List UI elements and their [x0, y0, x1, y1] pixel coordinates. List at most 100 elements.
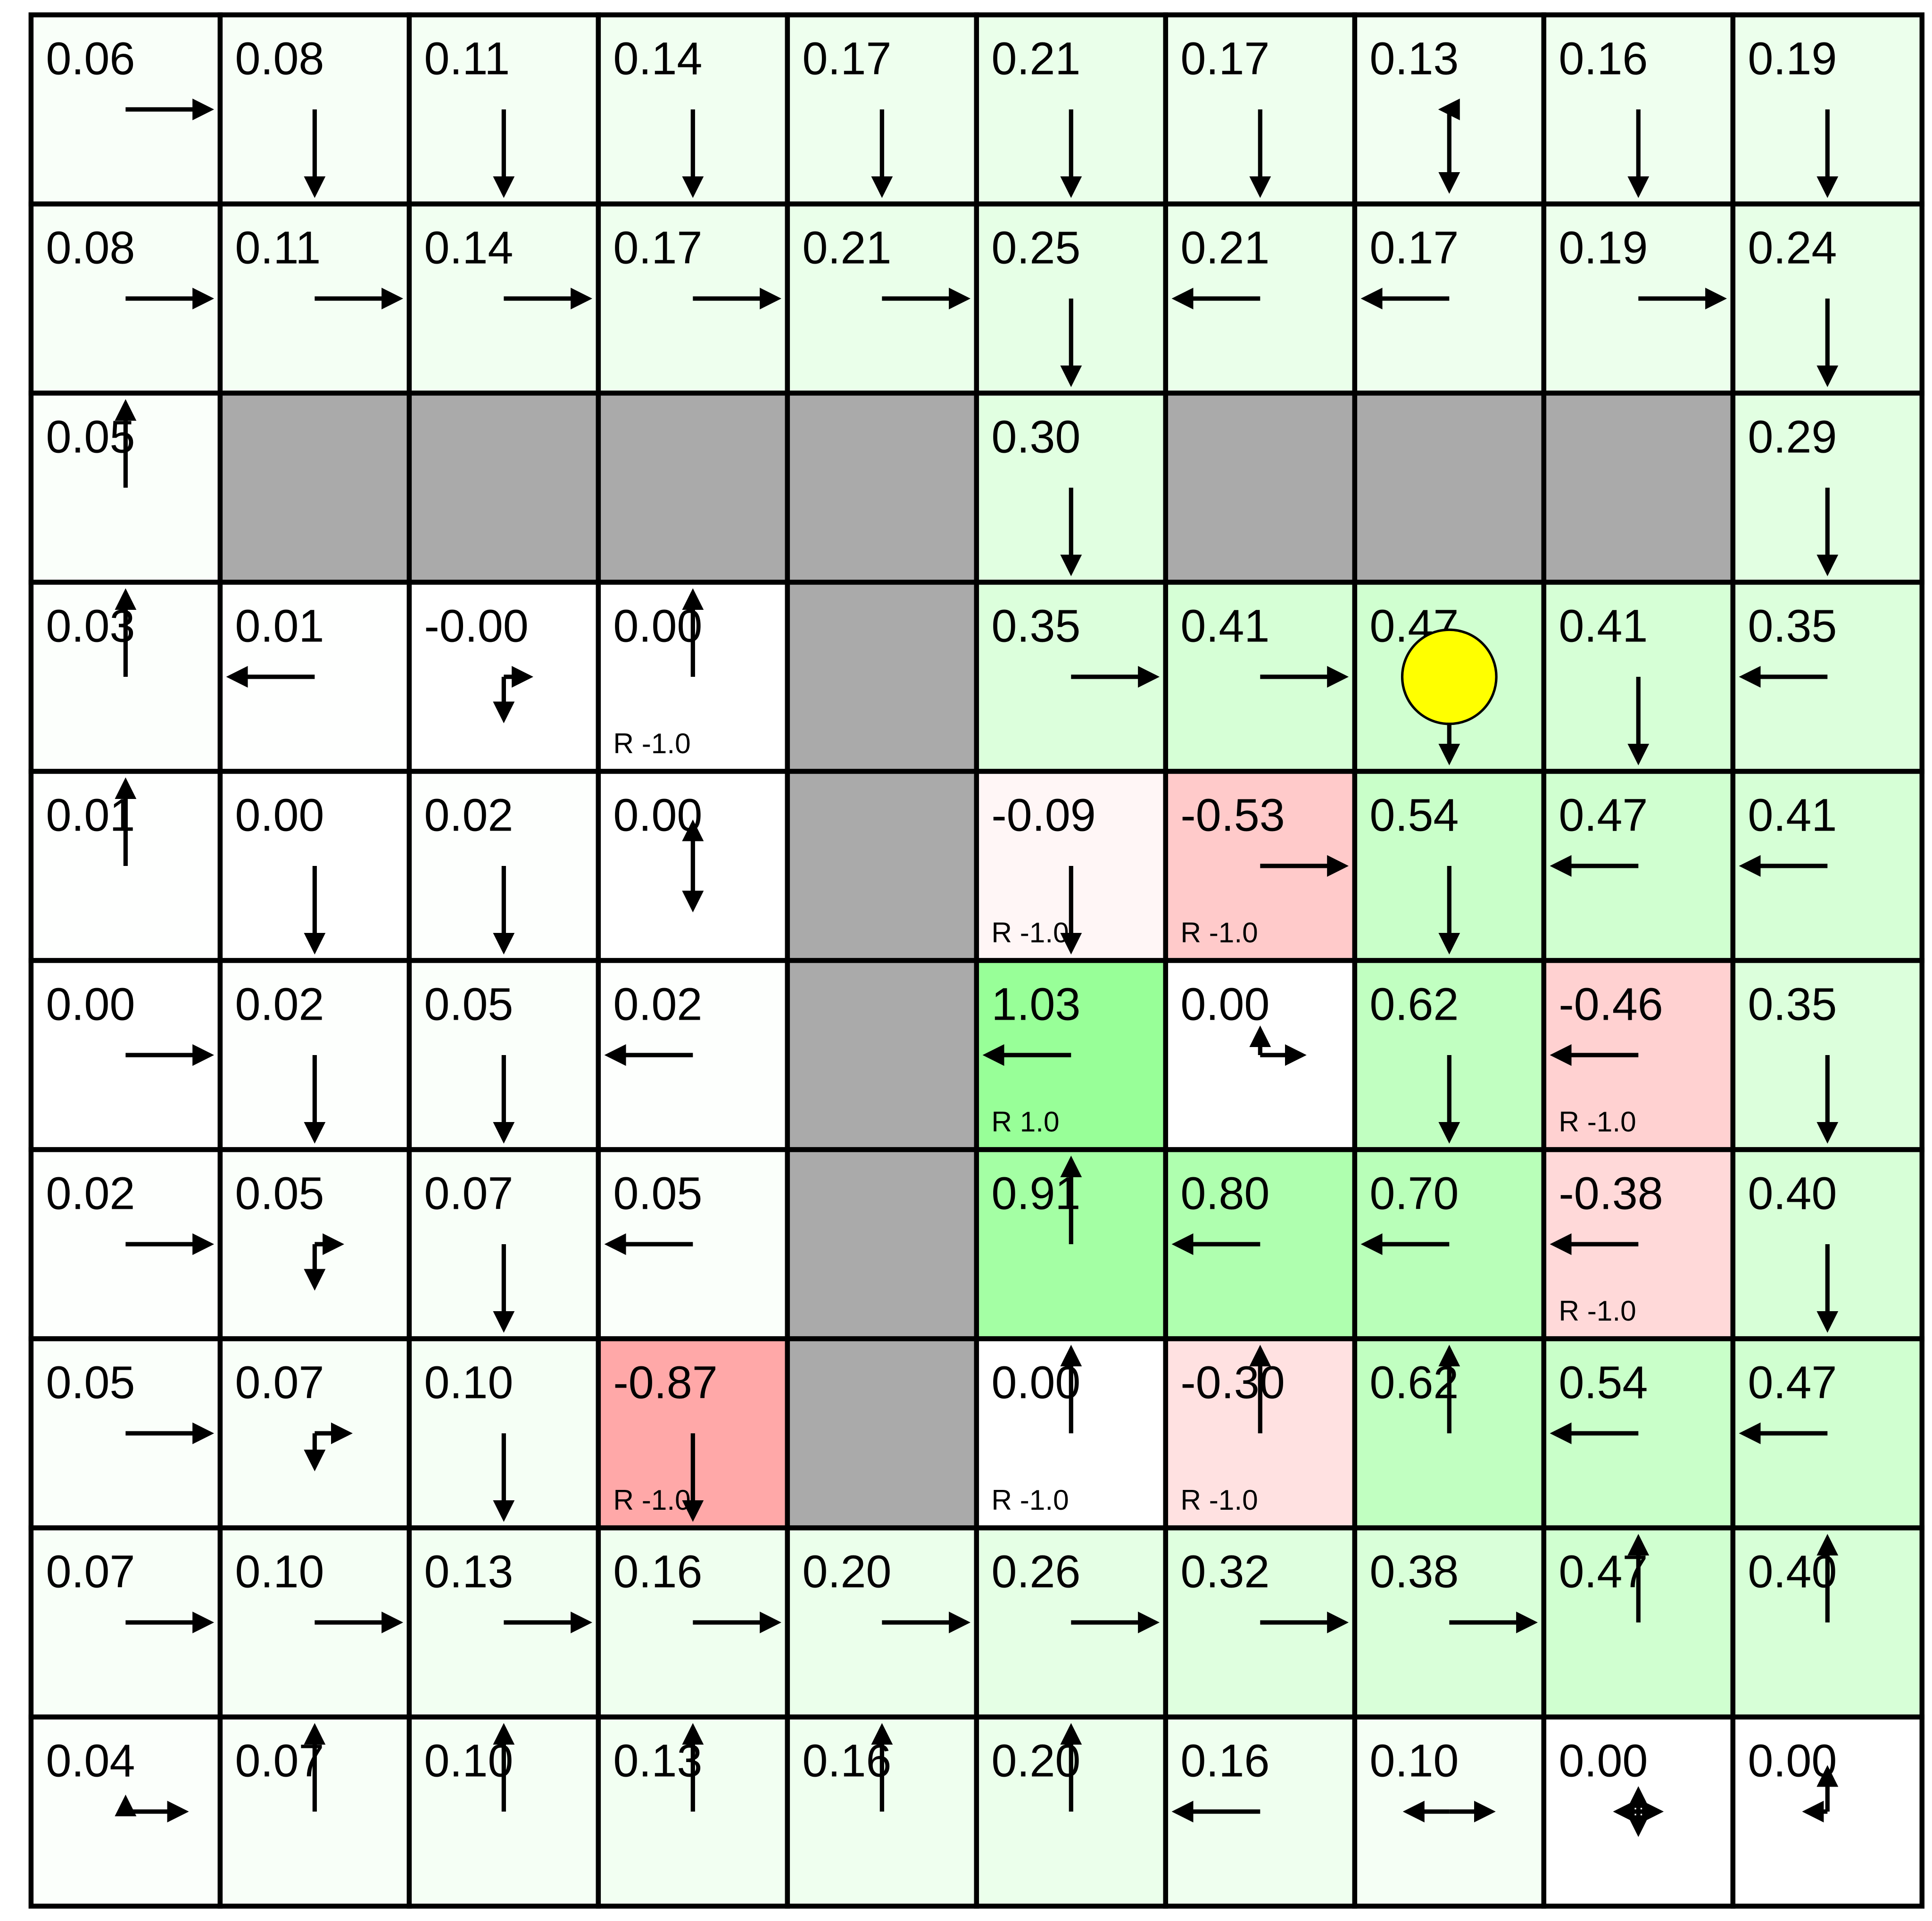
grid-cell[interactable]: 0.26	[974, 1525, 1169, 1720]
grid-cell[interactable]: 0.00	[1730, 1714, 1925, 1909]
grid-cell[interactable]: 0.10	[1352, 1714, 1547, 1909]
grid-cell[interactable]: 0.02	[28, 1147, 223, 1341]
grid-cell[interactable]: 0.14	[406, 201, 601, 396]
grid-cell[interactable]: 1.03 R 1.0	[974, 958, 1169, 1152]
grid-cell[interactable]: 0.17	[785, 12, 979, 207]
grid-cell[interactable]: 0.17	[1352, 201, 1547, 396]
grid-cell[interactable]: 0.47	[1541, 1525, 1736, 1720]
grid-cell[interactable]: 0.00 R -1.0	[974, 1336, 1169, 1530]
grid-cell[interactable]: 0.24	[1730, 201, 1925, 396]
grid-cell[interactable]: 0.80	[1163, 1147, 1358, 1341]
grid-cell[interactable]: 0.02	[406, 769, 601, 963]
grid-cell[interactable]: 0.08	[28, 201, 223, 396]
grid-cell[interactable]: -0.87 R -1.0	[596, 1336, 790, 1530]
grid-cell[interactable]: 0.13	[1352, 12, 1547, 207]
grid-cell[interactable]: 0.10	[406, 1336, 601, 1530]
grid-cell[interactable]: 0.91	[974, 1147, 1169, 1341]
grid-cell[interactable]: 0.54	[1352, 769, 1547, 963]
wall-cell[interactable]	[406, 391, 601, 585]
cell-background	[785, 1336, 979, 1530]
grid-cell[interactable]: 0.20	[974, 1714, 1169, 1909]
grid-cell[interactable]: 0.54	[1541, 1336, 1736, 1530]
grid-cell[interactable]: 0.16	[785, 1714, 979, 1909]
grid-cell[interactable]: 0.35	[1730, 958, 1925, 1152]
grid-cell[interactable]: 0.47	[1541, 769, 1736, 963]
grid-cell[interactable]: 0.25	[974, 201, 1169, 396]
grid-cell[interactable]: 0.10	[217, 1525, 412, 1720]
grid-cell[interactable]: 0.32	[1163, 1525, 1358, 1720]
grid-cell[interactable]: 0.07	[406, 1147, 601, 1341]
grid-cell[interactable]: 0.00	[596, 769, 790, 963]
grid-cell[interactable]: 0.02	[217, 958, 412, 1152]
grid-cell[interactable]: 0.05	[217, 1147, 412, 1341]
grid-cell[interactable]: -0.09 R -1.0	[974, 769, 1169, 963]
grid-cell[interactable]: 0.00 R -1.0	[596, 580, 790, 774]
grid-cell[interactable]: 0.11	[406, 12, 601, 207]
grid-cell[interactable]: 0.16	[1163, 1714, 1358, 1909]
grid-cell[interactable]: 0.40	[1730, 1525, 1925, 1720]
grid-cell[interactable]: 0.62	[1352, 958, 1547, 1152]
grid-cell[interactable]: -0.38 R -1.0	[1541, 1147, 1736, 1341]
grid-cell[interactable]: 0.00	[217, 769, 412, 963]
wall-cell[interactable]	[785, 391, 979, 585]
grid-cell[interactable]: 0.16	[1541, 12, 1736, 207]
grid-cell[interactable]: 0.05	[596, 1147, 790, 1341]
grid-cell[interactable]: 0.07	[28, 1525, 223, 1720]
grid-cell[interactable]: 0.07	[217, 1336, 412, 1530]
grid-cell[interactable]: 0.13	[406, 1525, 601, 1720]
grid-cell[interactable]: 0.17	[1163, 12, 1358, 207]
grid-cell[interactable]: 0.04	[28, 1714, 223, 1909]
wall-cell[interactable]	[785, 958, 979, 1152]
grid-cell[interactable]: 0.40	[1730, 1147, 1925, 1341]
wall-cell[interactable]	[1352, 391, 1547, 585]
grid-cell[interactable]: 0.41	[1730, 769, 1925, 963]
wall-cell[interactable]	[785, 1336, 979, 1530]
grid-cell[interactable]: -0.30 R -1.0	[1163, 1336, 1358, 1530]
grid-cell[interactable]: -0.53 R -1.0	[1163, 769, 1358, 963]
wall-cell[interactable]	[596, 391, 790, 585]
grid-cell[interactable]: 0.35	[1730, 580, 1925, 774]
grid-cell[interactable]: 0.62	[1352, 1336, 1547, 1530]
grid-cell[interactable]: -0.00	[406, 580, 601, 774]
grid-cell[interactable]: 0.07	[217, 1714, 412, 1909]
wall-cell[interactable]	[785, 580, 979, 774]
grid-cell[interactable]: 0.38	[1352, 1525, 1547, 1720]
grid-cell[interactable]: 0.03	[28, 580, 223, 774]
grid-cell[interactable]: 0.19	[1541, 201, 1736, 396]
grid-cell[interactable]: 0.05	[28, 1336, 223, 1530]
grid-cell[interactable]: 0.08	[217, 12, 412, 207]
grid-cell[interactable]: 0.00	[1163, 958, 1358, 1152]
grid-cell[interactable]: 0.30	[974, 391, 1169, 585]
grid-cell[interactable]: 0.05	[28, 391, 223, 585]
wall-cell[interactable]	[785, 769, 979, 963]
grid-cell[interactable]: 0.20	[785, 1525, 979, 1720]
wall-cell[interactable]	[1541, 391, 1736, 585]
grid-cell[interactable]: 0.02	[596, 958, 790, 1152]
grid-cell[interactable]: 0.19	[1730, 12, 1925, 207]
wall-cell[interactable]	[217, 391, 412, 585]
grid-cell[interactable]: 0.17	[596, 201, 790, 396]
grid-cell[interactable]: -0.46 R -1.0	[1541, 958, 1736, 1152]
grid-cell[interactable]: 0.01	[28, 769, 223, 963]
grid-cell[interactable]: 0.21	[1163, 201, 1358, 396]
grid-cell[interactable]: 0.01	[217, 580, 412, 774]
grid-cell[interactable]: 0.41	[1163, 580, 1358, 774]
grid-cell[interactable]: 0.00	[28, 958, 223, 1152]
grid-cell[interactable]: 0.13	[596, 1714, 790, 1909]
grid-cell[interactable]: 0.70	[1352, 1147, 1547, 1341]
grid-cell[interactable]: 0.06	[28, 12, 223, 207]
grid-cell[interactable]: 0.29	[1730, 391, 1925, 585]
grid-cell[interactable]: 0.10	[406, 1714, 601, 1909]
grid-cell[interactable]: 0.00	[1541, 1714, 1736, 1909]
wall-cell[interactable]	[1163, 391, 1358, 585]
grid-cell[interactable]: 0.35	[974, 580, 1169, 774]
grid-cell[interactable]: 0.16	[596, 1525, 790, 1720]
grid-cell[interactable]: 0.11	[217, 201, 412, 396]
grid-cell[interactable]: 0.14	[596, 12, 790, 207]
grid-cell[interactable]: 0.41	[1541, 580, 1736, 774]
wall-cell[interactable]	[785, 1147, 979, 1341]
grid-cell[interactable]: 0.21	[974, 12, 1169, 207]
grid-cell[interactable]: 0.21	[785, 201, 979, 396]
grid-cell[interactable]: 0.05	[406, 958, 601, 1152]
grid-cell[interactable]: 0.47	[1730, 1336, 1925, 1530]
